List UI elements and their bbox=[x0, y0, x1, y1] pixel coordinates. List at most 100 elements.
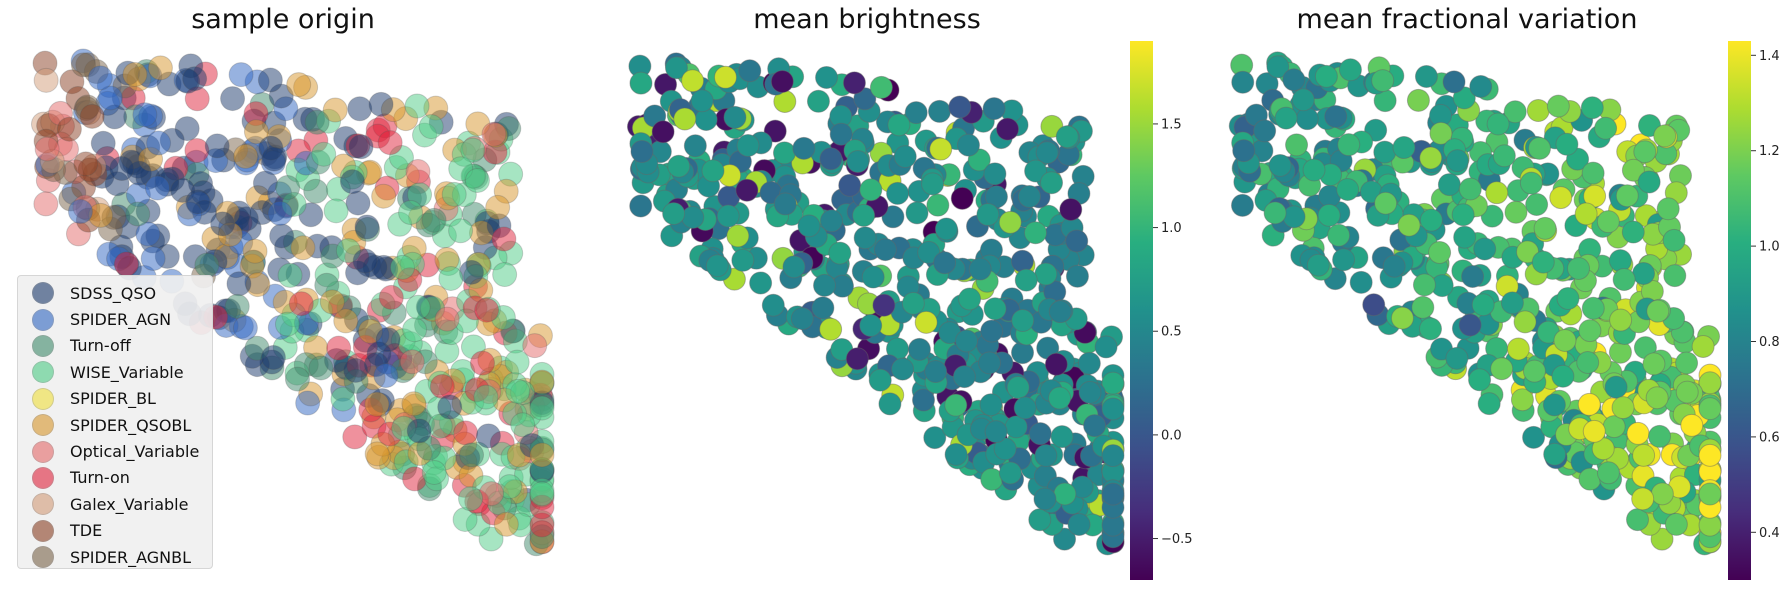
scatter-point bbox=[1055, 125, 1079, 149]
legend-marker bbox=[32, 334, 54, 357]
scatter-point bbox=[1078, 380, 1102, 404]
colorbar-tick-label: −0.5 bbox=[1161, 532, 1193, 547]
scatter-point bbox=[820, 209, 844, 233]
scatter-point bbox=[1551, 364, 1575, 388]
scatter-point bbox=[1698, 443, 1722, 467]
scatter-point bbox=[1006, 375, 1030, 399]
scatter-point bbox=[1519, 171, 1543, 195]
scatter-point bbox=[304, 109, 330, 135]
scatter-point bbox=[998, 461, 1022, 485]
legend-marker bbox=[32, 414, 54, 437]
scatter-point bbox=[735, 178, 759, 202]
scatter-point bbox=[1632, 261, 1656, 285]
scatter-point bbox=[1556, 286, 1580, 310]
scatter-point bbox=[1324, 104, 1348, 128]
scatter-point bbox=[1419, 317, 1443, 341]
scatter-point bbox=[257, 67, 283, 93]
scatter-point bbox=[853, 226, 877, 250]
scatter-point bbox=[1485, 181, 1509, 205]
scatter-point bbox=[1040, 171, 1064, 195]
scatter-point bbox=[303, 178, 329, 204]
scatter-point bbox=[819, 147, 843, 171]
scatter-point bbox=[1646, 299, 1670, 323]
scatter-point bbox=[838, 173, 862, 197]
legend-marker bbox=[32, 361, 54, 384]
scatter-point bbox=[491, 226, 517, 252]
scatter-point bbox=[277, 262, 303, 288]
scatter-point bbox=[252, 170, 278, 196]
scatter-point bbox=[373, 363, 399, 389]
scatter-point bbox=[505, 378, 531, 404]
scatter-point bbox=[872, 293, 896, 317]
scatter-point bbox=[1392, 136, 1416, 160]
scatter-point bbox=[34, 136, 60, 162]
scatter-point bbox=[792, 136, 816, 160]
scatter-point bbox=[354, 214, 380, 240]
scatter-point bbox=[694, 108, 718, 132]
scatter-point bbox=[1626, 421, 1650, 445]
scatter-point bbox=[242, 238, 268, 264]
scatter-point bbox=[1525, 192, 1549, 216]
scatter-point bbox=[56, 116, 82, 142]
scatter-point bbox=[441, 181, 467, 207]
scatter-point bbox=[1282, 68, 1306, 92]
legend-label: SPIDER_AGNBL bbox=[70, 547, 191, 567]
scatter-point bbox=[79, 103, 105, 129]
scatter-point bbox=[1011, 309, 1035, 333]
scatter-point bbox=[1471, 293, 1495, 317]
scatter-point bbox=[815, 65, 839, 89]
scatter-point bbox=[1648, 424, 1672, 448]
scatter-point bbox=[1231, 70, 1255, 94]
scatter-point bbox=[1458, 177, 1482, 201]
sample-origin-points bbox=[30, 48, 555, 557]
legend-item: SPIDER_QSOBL bbox=[18, 412, 212, 438]
scatter-point bbox=[97, 85, 123, 111]
legend-marker bbox=[32, 308, 54, 331]
legend-item: WISE_Variable bbox=[18, 359, 212, 385]
scatter-point bbox=[1101, 444, 1125, 468]
scatter-point bbox=[1101, 371, 1125, 395]
scatter-point bbox=[1336, 177, 1360, 201]
scatter-point bbox=[806, 89, 830, 113]
scatter-point bbox=[185, 189, 211, 215]
scatter-point bbox=[1362, 293, 1386, 317]
scatter-point bbox=[210, 211, 236, 237]
scatter-point bbox=[886, 181, 910, 205]
scatter-point bbox=[70, 52, 96, 78]
scatter-point bbox=[339, 169, 365, 195]
scatter-point bbox=[921, 172, 945, 196]
scatter-point bbox=[1698, 482, 1722, 506]
legend-item: SPIDER_AGN bbox=[18, 306, 212, 332]
scatter-point bbox=[1662, 228, 1686, 252]
scatter-point bbox=[260, 345, 286, 371]
scatter-point bbox=[1266, 55, 1290, 79]
scatter-point bbox=[1390, 306, 1414, 330]
scatter-point bbox=[194, 252, 220, 278]
scatter-point bbox=[1500, 291, 1524, 315]
scatter-point bbox=[980, 319, 1004, 343]
scatter-point bbox=[1609, 308, 1633, 332]
scatter-point bbox=[1504, 200, 1528, 224]
scatter-point bbox=[406, 418, 432, 444]
scatter-point bbox=[878, 392, 902, 416]
scatter-point bbox=[224, 293, 250, 319]
legend-label: TDE bbox=[70, 521, 103, 541]
scatter-point bbox=[683, 134, 707, 158]
scatter-point bbox=[984, 420, 1008, 444]
scatter-point bbox=[1680, 413, 1704, 437]
scatter-point bbox=[368, 91, 394, 117]
scatter-point bbox=[1437, 173, 1461, 197]
scatter-point bbox=[996, 117, 1020, 141]
scatter-point bbox=[1675, 380, 1699, 404]
scatter-point bbox=[504, 349, 530, 375]
scatter-point bbox=[1615, 184, 1639, 208]
scatter-point bbox=[288, 291, 314, 317]
scatter-point bbox=[1065, 229, 1089, 253]
scatter-point bbox=[1397, 213, 1421, 237]
scatter-point bbox=[993, 437, 1017, 461]
scatter-point bbox=[333, 308, 359, 334]
scatter-point bbox=[1327, 223, 1351, 247]
scatter-point bbox=[135, 221, 161, 247]
scatter-point bbox=[522, 333, 548, 359]
scatter-point bbox=[950, 186, 974, 210]
